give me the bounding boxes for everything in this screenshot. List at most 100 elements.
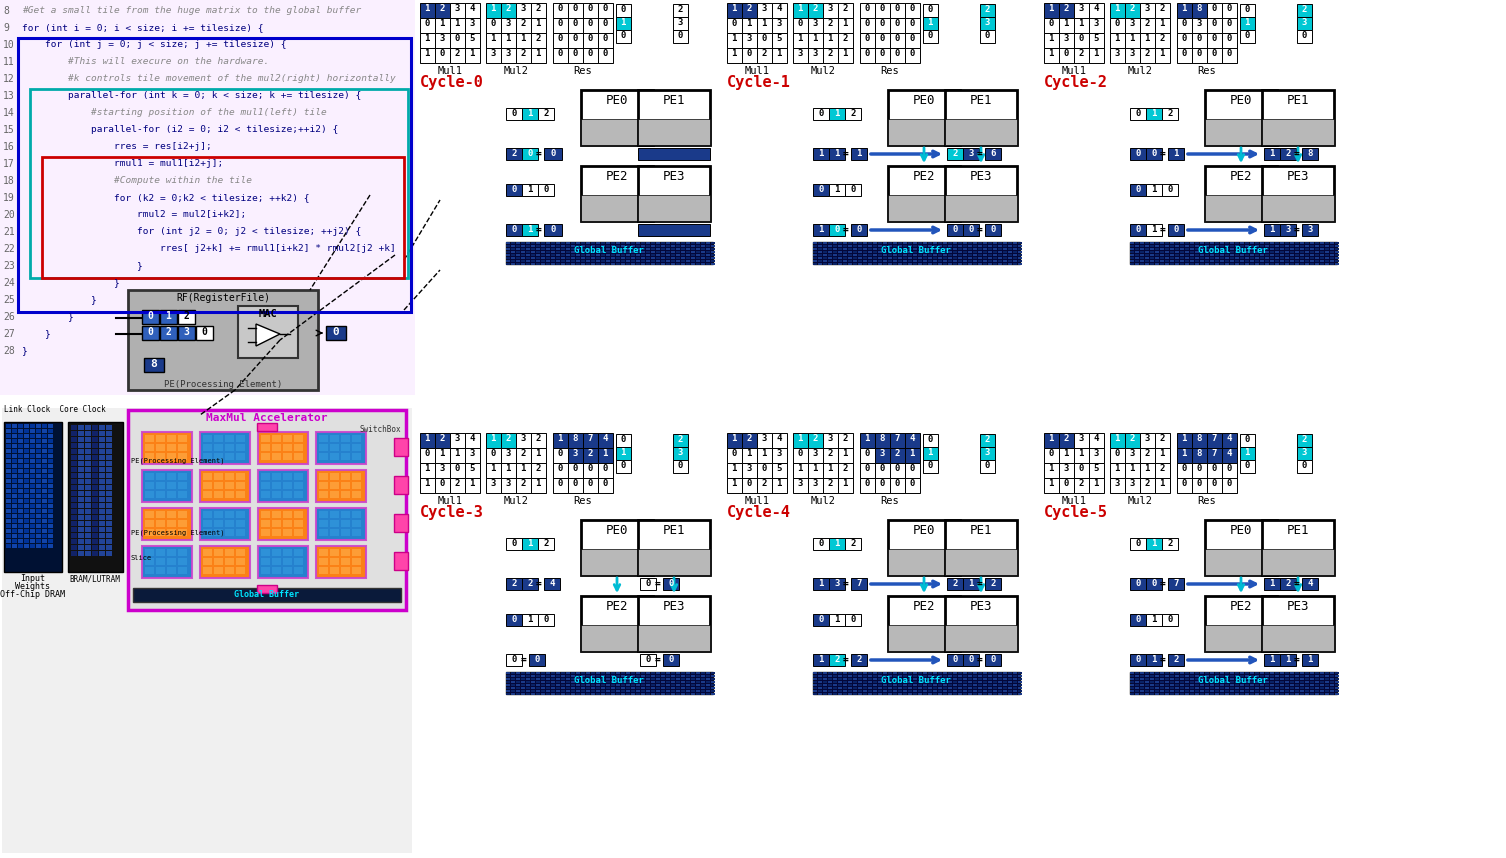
Bar	[700, 254, 705, 256]
Bar	[84, 485, 90, 490]
Text: Mul2: Mul2	[503, 66, 529, 76]
Bar	[934, 684, 937, 686]
Bar	[923, 672, 928, 674]
Bar	[616, 251, 620, 253]
Bar	[813, 263, 816, 265]
Bar	[571, 242, 575, 244]
Bar	[928, 684, 932, 686]
Bar	[1334, 693, 1339, 695]
Bar	[1224, 690, 1229, 692]
Bar	[700, 248, 705, 250]
Bar	[988, 254, 992, 256]
Bar	[1261, 248, 1264, 250]
Bar	[547, 263, 550, 265]
Text: 3: 3	[1078, 4, 1084, 13]
Bar	[1200, 681, 1203, 683]
Bar	[1146, 614, 1163, 626]
Bar	[1140, 684, 1145, 686]
Bar	[556, 678, 560, 680]
Text: 0: 0	[333, 327, 339, 337]
Bar	[42, 429, 47, 433]
Bar	[837, 48, 852, 63]
Bar	[973, 248, 977, 250]
Bar	[71, 545, 77, 550]
Bar	[24, 454, 29, 458]
Bar	[506, 654, 523, 666]
Bar	[1291, 672, 1294, 674]
Bar	[611, 690, 614, 692]
Bar	[1155, 678, 1160, 680]
Bar	[521, 257, 526, 259]
Bar	[661, 672, 666, 674]
Bar	[551, 675, 556, 677]
Bar	[258, 432, 309, 464]
Bar	[1193, 463, 1206, 478]
Bar	[1245, 251, 1248, 253]
Bar	[1220, 681, 1224, 683]
Text: 1: 1	[732, 434, 736, 443]
Text: 0: 0	[864, 464, 869, 473]
Bar	[1310, 687, 1315, 689]
Bar	[536, 675, 541, 677]
Text: 2: 2	[1145, 479, 1149, 488]
Bar	[1334, 251, 1339, 253]
Bar	[848, 693, 852, 695]
Bar	[1110, 48, 1125, 63]
Bar	[943, 687, 947, 689]
Bar	[1285, 675, 1289, 677]
Bar	[84, 545, 90, 550]
Bar	[904, 248, 907, 250]
Bar	[566, 690, 569, 692]
Bar	[691, 675, 694, 677]
Bar	[1276, 675, 1279, 677]
Bar	[898, 675, 902, 677]
Bar	[913, 248, 917, 250]
Bar	[1059, 48, 1074, 63]
Bar	[828, 242, 831, 244]
Bar	[992, 251, 997, 253]
Bar	[1245, 681, 1248, 683]
Bar	[517, 248, 520, 250]
Bar	[1008, 257, 1012, 259]
Bar	[992, 690, 997, 692]
Bar	[878, 684, 883, 686]
Bar	[700, 251, 705, 253]
Text: 0: 0	[834, 225, 840, 234]
Bar	[1205, 263, 1209, 265]
Bar	[18, 444, 23, 448]
Bar	[828, 614, 845, 626]
Bar	[532, 263, 535, 265]
Text: 3: 3	[827, 4, 833, 13]
Bar	[1209, 672, 1214, 674]
Text: 1: 1	[747, 449, 751, 458]
Text: 1: 1	[527, 109, 533, 118]
Bar	[1254, 257, 1259, 259]
Bar	[84, 467, 90, 472]
Bar	[958, 684, 962, 686]
Bar	[962, 681, 967, 683]
Bar	[536, 254, 541, 256]
Bar	[636, 690, 640, 692]
Bar	[1319, 257, 1324, 259]
Bar	[547, 681, 550, 683]
Bar	[908, 690, 913, 692]
Bar	[506, 108, 523, 120]
Text: 6: 6	[991, 149, 995, 158]
Bar	[1235, 242, 1239, 244]
Text: 2: 2	[440, 434, 444, 443]
Bar	[581, 195, 654, 221]
Text: PE(Processing Element): PE(Processing Element)	[164, 380, 282, 389]
Bar	[1224, 242, 1229, 244]
Bar	[532, 690, 535, 692]
Text: rres = res[i2+j];: rres = res[i2+j];	[23, 142, 212, 151]
Bar	[983, 245, 986, 247]
Text: 3: 3	[812, 19, 818, 28]
Bar	[642, 678, 645, 680]
Bar	[711, 245, 715, 247]
Bar	[1300, 675, 1304, 677]
Bar	[837, 684, 842, 686]
Bar	[860, 48, 875, 63]
Bar	[822, 260, 827, 262]
Bar	[1136, 687, 1139, 689]
Bar	[1044, 18, 1059, 33]
